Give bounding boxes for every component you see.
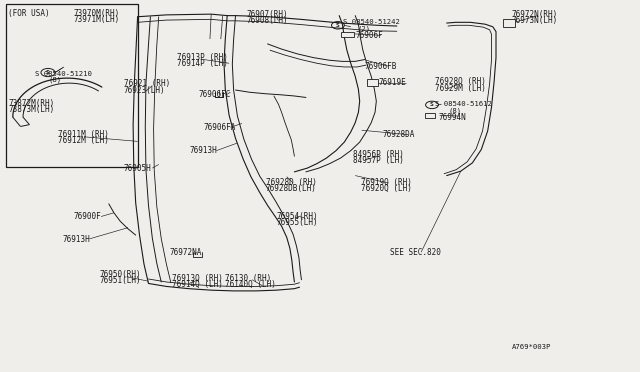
Bar (341, 32, 354, 37)
Text: 76907(RH): 76907(RH) (246, 10, 288, 19)
Text: 73872M(RH): 73872M(RH) (8, 99, 54, 108)
Text: 76919E: 76919E (379, 78, 406, 87)
Text: 76905H: 76905H (124, 164, 151, 173)
Text: 76994N: 76994N (438, 113, 466, 122)
Text: 76950(RH): 76950(RH) (99, 270, 141, 279)
Text: 76130 (RH): 76130 (RH) (225, 274, 271, 283)
Text: 76912M (LH): 76912M (LH) (58, 136, 108, 145)
Text: 76954(RH): 76954(RH) (276, 212, 318, 221)
Text: 76929M (LH): 76929M (LH) (435, 84, 486, 93)
Text: 76906FA: 76906FA (204, 123, 236, 132)
Text: 76973N(LH): 76973N(LH) (512, 16, 558, 25)
FancyBboxPatch shape (6, 4, 138, 167)
Text: 76913H: 76913H (189, 146, 217, 155)
Text: 76928DA: 76928DA (383, 130, 415, 139)
Text: 76911M (RH): 76911M (RH) (58, 130, 108, 139)
Text: (8): (8) (448, 107, 461, 114)
Text: 76921 (RH): 76921 (RH) (124, 79, 170, 88)
Text: S 08540-51612: S 08540-51612 (435, 101, 492, 107)
Text: 84957P (LH): 84957P (LH) (353, 156, 404, 165)
Text: (FOR USA): (FOR USA) (8, 9, 50, 17)
Text: S: S (46, 70, 50, 75)
Text: 76906FB: 76906FB (365, 62, 397, 71)
Text: S: S (430, 102, 434, 108)
Text: 76906F: 76906F (355, 31, 383, 40)
Text: 76919Q (RH): 76919Q (RH) (361, 178, 412, 187)
Text: 76908(LH): 76908(LH) (246, 16, 288, 25)
Text: 76913Q (RH): 76913Q (RH) (172, 274, 222, 283)
Text: 76920Q (LH): 76920Q (LH) (361, 184, 412, 193)
Text: 73970M(RH): 73970M(RH) (74, 9, 120, 17)
Text: 76900F: 76900F (74, 212, 101, 221)
Text: 84956P (RH): 84956P (RH) (353, 150, 404, 159)
Text: 76972NA: 76972NA (170, 248, 202, 257)
Text: S 08540-51210: S 08540-51210 (35, 71, 92, 77)
Bar (367, 79, 378, 86)
Text: 76951(LH): 76951(LH) (99, 276, 141, 285)
Text: 76928Q (RH): 76928Q (RH) (435, 77, 486, 86)
Bar (503, 19, 515, 27)
Text: SEE SEC.820: SEE SEC.820 (390, 248, 441, 257)
Text: 76928D (RH): 76928D (RH) (266, 178, 316, 187)
Text: 76955(LH): 76955(LH) (276, 218, 318, 227)
Text: 76906FC: 76906FC (198, 90, 231, 99)
Text: 73873M(LH): 73873M(LH) (8, 105, 54, 114)
Text: 73971M(LH): 73971M(LH) (74, 15, 120, 24)
Text: 76140Q (LH): 76140Q (LH) (225, 280, 276, 289)
Text: 76972N(RH): 76972N(RH) (512, 10, 558, 19)
Text: (2): (2) (357, 25, 371, 32)
Text: 76913H: 76913H (62, 235, 90, 244)
Text: 76914Q (LH): 76914Q (LH) (172, 280, 222, 289)
Text: 76914P (LH): 76914P (LH) (177, 60, 228, 68)
Text: 76913P (RH): 76913P (RH) (177, 53, 228, 62)
Text: 76928DB(LH): 76928DB(LH) (266, 184, 316, 193)
Text: 76923(LH): 76923(LH) (124, 86, 165, 94)
Text: A769*003P: A769*003P (512, 344, 552, 350)
Text: S 08540-51242: S 08540-51242 (343, 19, 400, 25)
Text: (8): (8) (48, 77, 61, 83)
Text: S: S (336, 23, 340, 28)
Bar (426, 112, 435, 118)
